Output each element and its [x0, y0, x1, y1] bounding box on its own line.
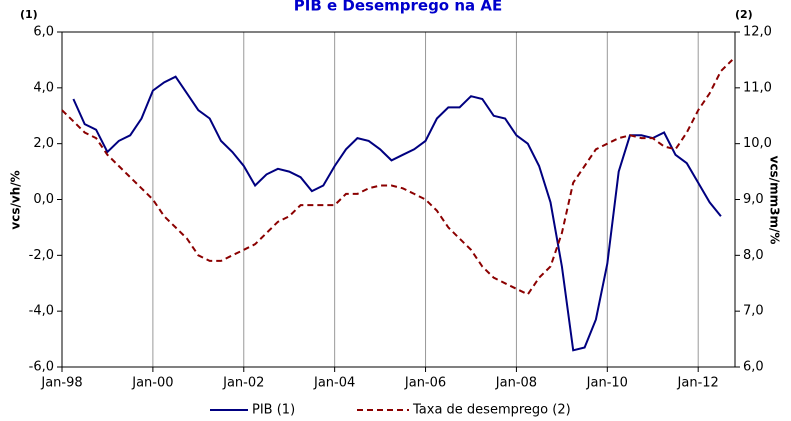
x-tick-label: Jan-04 — [313, 376, 355, 391]
y-tick-label: 0,0 — [33, 192, 54, 207]
x-tick-label: Jan-02 — [222, 376, 264, 391]
y-tick-label: -4,0 — [29, 304, 54, 319]
y2-tick-label: 9,0 — [743, 192, 764, 207]
y2-axis-note: (2) — [735, 8, 753, 21]
legend-label: Taxa de desemprego (2) — [412, 403, 571, 418]
y-axis-note: (1) — [20, 8, 38, 21]
y2-tick-label: 11,0 — [743, 80, 772, 95]
y2-tick-label: 8,0 — [743, 248, 764, 263]
series-line — [61, 59, 734, 296]
y2-tick-label: 10,0 — [743, 136, 772, 151]
chart-title: PIB e Desemprego na AE — [294, 0, 502, 15]
y-tick-label: -2,0 — [29, 248, 54, 263]
x-tick-label: Jan-98 — [40, 376, 82, 391]
y2-tick-label: 6,0 — [743, 360, 764, 375]
x-tick-label: Jan-06 — [404, 376, 446, 391]
series-line — [72, 75, 722, 352]
y-tick-label: 2,0 — [33, 136, 54, 151]
x-tick-label: Jan-12 — [677, 376, 719, 391]
y-tick-label: 6,0 — [33, 25, 54, 40]
y-tick-label: -6,0 — [29, 360, 54, 375]
y2-axis-label: vcs/mm3m/% — [768, 156, 782, 245]
y2-tick-label: 7,0 — [743, 304, 764, 319]
y-tick-label: 4,0 — [33, 80, 54, 95]
legend-label: PIB (1) — [252, 403, 295, 418]
y2-tick-label: 12,0 — [743, 25, 772, 40]
x-tick-label: Jan-08 — [495, 376, 537, 391]
x-tick-label: Jan-00 — [131, 376, 173, 391]
plot-frame — [61, 31, 736, 368]
x-tick-label: Jan-10 — [586, 376, 628, 391]
y-axis-label: vcs/vh/% — [9, 170, 23, 229]
